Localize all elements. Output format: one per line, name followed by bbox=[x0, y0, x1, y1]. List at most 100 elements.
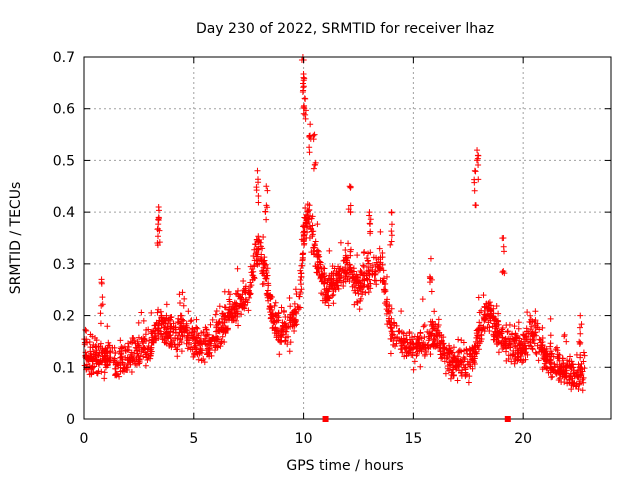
data-point bbox=[461, 364, 468, 371]
data-point bbox=[532, 308, 539, 315]
data-point bbox=[284, 314, 291, 321]
data-point bbox=[324, 277, 331, 284]
data-point bbox=[306, 144, 313, 151]
data-point bbox=[406, 345, 413, 352]
data-point bbox=[312, 263, 319, 270]
data-point bbox=[472, 168, 479, 175]
data-point bbox=[302, 95, 309, 102]
data-point bbox=[431, 332, 438, 339]
data-point bbox=[471, 167, 478, 174]
data-point bbox=[192, 344, 199, 351]
y-tick-label: 0.1 bbox=[53, 360, 75, 376]
data-point bbox=[528, 343, 535, 350]
data-point bbox=[98, 302, 105, 309]
data-point bbox=[489, 323, 496, 330]
data-point bbox=[398, 345, 405, 352]
data-point bbox=[461, 347, 468, 354]
data-point bbox=[576, 380, 583, 387]
x-axis-label: GPS time / hours bbox=[286, 458, 403, 474]
data-point bbox=[89, 344, 96, 351]
data-point bbox=[300, 83, 307, 90]
data-point bbox=[427, 351, 434, 358]
data-point bbox=[578, 321, 585, 328]
data-point bbox=[547, 348, 554, 355]
data-point bbox=[138, 309, 145, 316]
data-point bbox=[128, 369, 135, 376]
data-point bbox=[393, 340, 400, 347]
data-point bbox=[354, 252, 361, 259]
data-point bbox=[381, 281, 388, 288]
data-point bbox=[547, 332, 554, 339]
data-point bbox=[461, 356, 468, 363]
data-point bbox=[376, 264, 383, 271]
data-point bbox=[111, 344, 118, 351]
data-point bbox=[410, 340, 417, 347]
data-point bbox=[86, 338, 93, 345]
data-point bbox=[455, 336, 462, 343]
data-point bbox=[95, 368, 102, 375]
data-point bbox=[340, 283, 347, 290]
data-point bbox=[473, 157, 480, 164]
data-point bbox=[180, 302, 187, 309]
data-point bbox=[217, 343, 224, 350]
data-point bbox=[519, 349, 526, 356]
data-point bbox=[260, 268, 267, 275]
data-point bbox=[335, 271, 342, 278]
data-point bbox=[388, 209, 395, 216]
data-point bbox=[155, 325, 162, 332]
data-point bbox=[506, 338, 513, 345]
data-point bbox=[511, 360, 518, 367]
data-point bbox=[548, 374, 555, 381]
data-point bbox=[567, 363, 574, 370]
data-point bbox=[150, 339, 157, 346]
data-point bbox=[515, 325, 522, 332]
data-point bbox=[510, 347, 517, 354]
data-point bbox=[446, 361, 453, 368]
data-point bbox=[388, 228, 395, 235]
data-point bbox=[209, 316, 216, 323]
data-point bbox=[174, 353, 181, 360]
data-point bbox=[97, 320, 104, 327]
y-tick-label: 0.5 bbox=[53, 153, 75, 169]
data-point bbox=[358, 269, 365, 276]
data-point bbox=[157, 308, 164, 315]
y-axis-label: SRMTID / TECUs bbox=[8, 182, 24, 295]
data-point bbox=[259, 245, 266, 252]
data-point bbox=[123, 364, 130, 371]
data-point bbox=[191, 329, 198, 336]
data-point bbox=[348, 267, 355, 274]
data-point bbox=[572, 383, 579, 390]
data-point bbox=[125, 340, 132, 347]
data-point bbox=[535, 357, 542, 364]
data-point bbox=[569, 375, 576, 382]
data-point bbox=[309, 233, 316, 240]
data-point bbox=[242, 285, 249, 292]
data-point bbox=[197, 349, 204, 356]
data-point bbox=[577, 312, 584, 319]
data-point bbox=[395, 328, 402, 335]
data-point bbox=[410, 366, 417, 373]
data-point bbox=[312, 161, 319, 168]
data-point bbox=[504, 328, 511, 335]
data-point bbox=[476, 325, 483, 332]
data-point bbox=[255, 233, 262, 240]
data-point bbox=[198, 330, 205, 337]
data-point bbox=[173, 346, 180, 353]
data-point bbox=[178, 348, 185, 355]
data-point bbox=[280, 307, 287, 314]
data-point bbox=[454, 377, 461, 384]
data-point bbox=[457, 369, 464, 376]
data-point bbox=[373, 281, 380, 288]
data-point bbox=[527, 326, 534, 333]
data-point bbox=[447, 375, 454, 382]
data-point bbox=[509, 336, 516, 343]
data-point bbox=[466, 345, 473, 352]
data-point bbox=[136, 356, 143, 363]
data-point bbox=[275, 314, 282, 321]
data-point bbox=[88, 354, 95, 361]
data-point bbox=[417, 363, 424, 370]
data-point bbox=[104, 323, 111, 330]
data-point bbox=[232, 311, 239, 318]
data-point bbox=[179, 318, 186, 325]
